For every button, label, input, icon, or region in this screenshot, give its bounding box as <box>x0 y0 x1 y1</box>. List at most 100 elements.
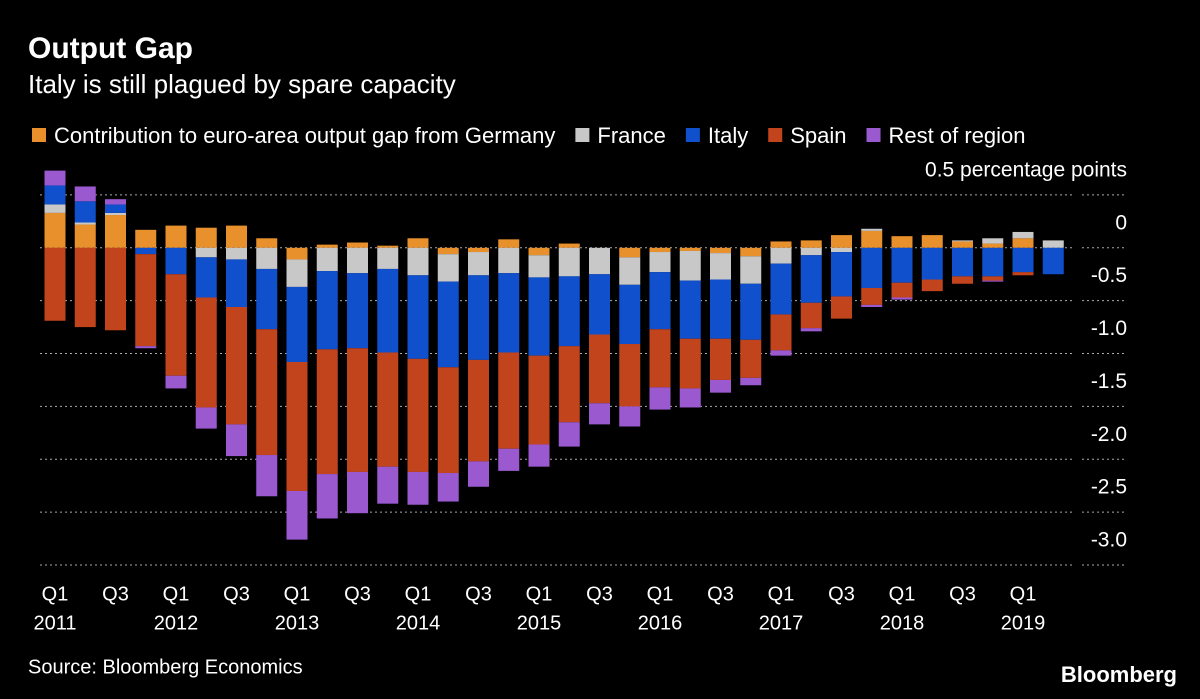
bar <box>770 314 792 351</box>
bar <box>800 240 822 248</box>
bar <box>740 339 762 378</box>
bar <box>649 387 671 410</box>
bar <box>195 407 217 429</box>
bar <box>377 466 399 504</box>
bar <box>286 286 308 362</box>
x-tick-label: Q1 <box>284 583 311 605</box>
bar <box>710 279 731 339</box>
bar <box>105 199 126 205</box>
bar <box>800 302 822 329</box>
bar <box>558 276 580 347</box>
bar <box>1012 247 1034 273</box>
bar <box>589 274 610 335</box>
legend-swatch <box>32 128 46 142</box>
bar <box>589 334 610 404</box>
bar <box>74 201 96 223</box>
bar <box>740 283 762 340</box>
bar <box>861 228 883 231</box>
bar <box>800 247 822 256</box>
bar <box>982 247 1004 277</box>
bar <box>619 284 641 345</box>
x-tick-label: Q3 <box>344 583 371 605</box>
x-year-label: 2013 <box>275 612 320 634</box>
bar <box>498 239 520 248</box>
bar <box>468 247 489 253</box>
legend-label: Spain <box>790 123 846 148</box>
y-tick-label: -2.0 <box>1091 423 1127 446</box>
bar <box>44 212 66 248</box>
bar <box>770 241 792 248</box>
x-tick-label: Q1 <box>405 583 432 605</box>
x-tick-label: Q1 <box>647 583 674 605</box>
bar <box>528 355 550 445</box>
bar <box>377 268 399 353</box>
bar <box>861 304 883 308</box>
bar <box>921 235 943 248</box>
bar <box>498 352 520 449</box>
bar <box>347 471 368 514</box>
bar <box>105 247 126 331</box>
chart-title: Output Gap <box>28 32 193 65</box>
bar <box>770 247 792 264</box>
bar <box>982 276 1004 281</box>
bar <box>437 367 459 474</box>
bar <box>44 247 66 321</box>
bar <box>74 247 96 328</box>
bar <box>740 247 762 257</box>
x-year-label: 2017 <box>759 612 804 634</box>
bar <box>286 361 308 491</box>
bar <box>437 473 459 502</box>
bar <box>226 247 247 260</box>
bar <box>982 243 1004 248</box>
bar <box>1012 272 1034 276</box>
x-tick-label: Q1 <box>889 583 916 605</box>
bar <box>558 243 580 248</box>
bar <box>558 422 580 447</box>
bar <box>105 215 126 248</box>
bar <box>649 329 671 388</box>
bar <box>135 346 157 349</box>
y-tick-label: -2.5 <box>1091 476 1127 499</box>
bar <box>921 279 943 292</box>
bar <box>528 247 550 256</box>
bar <box>256 247 278 269</box>
y-tick-label: 0 <box>1115 211 1127 234</box>
x-tick-label: Q1 <box>163 583 190 605</box>
bar <box>1042 240 1064 248</box>
bar <box>105 212 126 216</box>
bar <box>407 358 429 472</box>
bar <box>649 272 671 330</box>
bar <box>831 296 852 319</box>
x-tick-label: Q1 <box>1010 583 1037 605</box>
bar <box>800 328 822 332</box>
bar <box>286 247 308 260</box>
bar <box>528 444 550 467</box>
bar <box>861 287 883 305</box>
bar <box>347 242 368 248</box>
legend-swatch <box>575 128 590 142</box>
bar <box>195 247 217 258</box>
bar <box>256 268 278 330</box>
bar <box>831 235 852 248</box>
bar <box>528 277 550 356</box>
legend-label: Italy <box>708 123 748 148</box>
bar <box>710 253 731 280</box>
bar <box>619 344 641 407</box>
bar <box>316 247 338 272</box>
bar <box>1042 247 1064 275</box>
bar <box>1012 238 1034 248</box>
y-tick-label: 0.5 percentage points <box>925 158 1127 181</box>
legend-label: Rest of region <box>889 123 1026 148</box>
bar <box>679 338 701 389</box>
legend-label: France <box>597 123 665 148</box>
bar <box>347 273 368 349</box>
bar <box>165 274 187 376</box>
bar <box>256 329 278 456</box>
bar <box>468 275 489 360</box>
y-tick-label: -1.5 <box>1091 370 1127 393</box>
bar <box>831 252 852 297</box>
bar <box>74 186 96 202</box>
legend-swatch <box>768 128 783 142</box>
bar <box>165 247 187 275</box>
